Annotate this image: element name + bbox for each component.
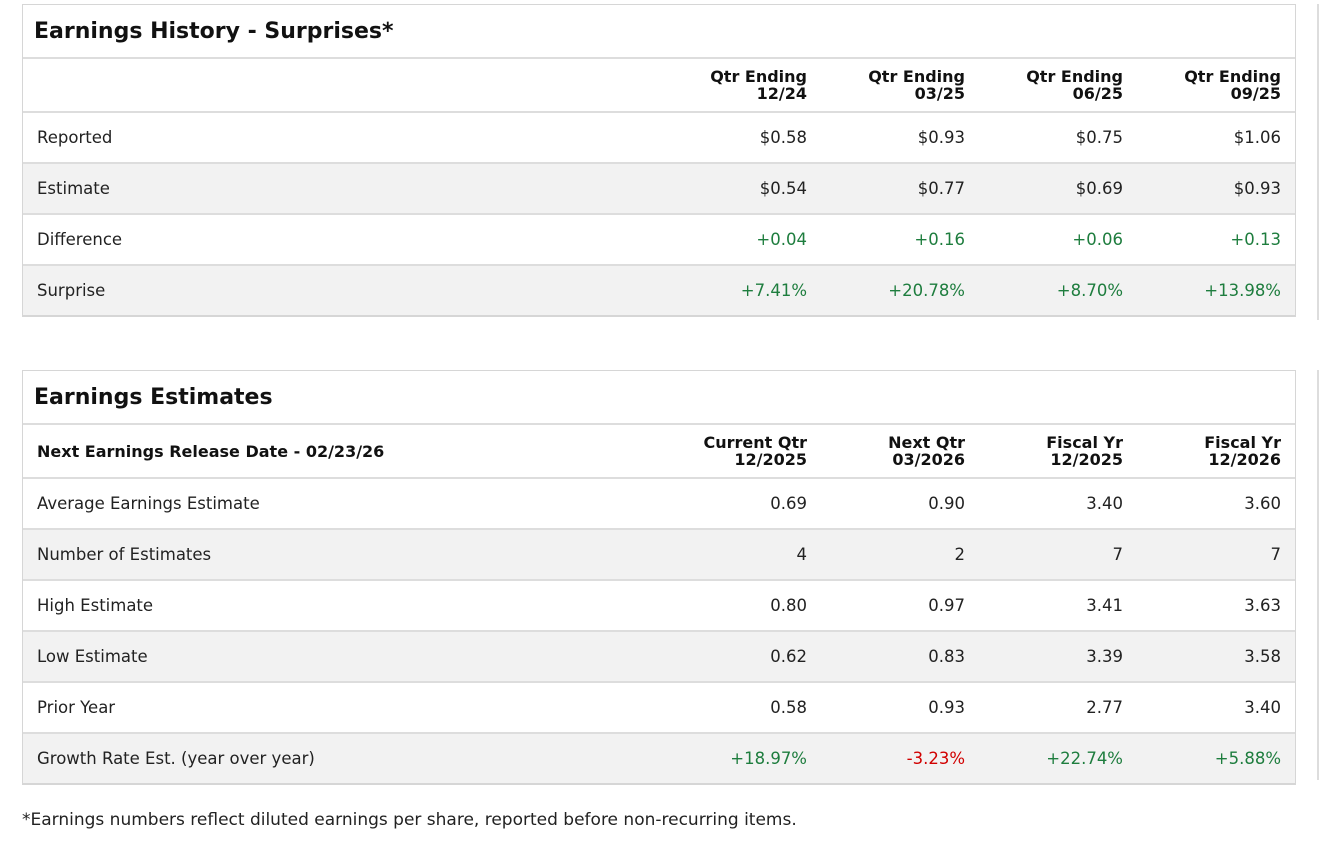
- cell-value: $0.69: [979, 162, 1137, 214]
- column-header: Qtr Ending 03/25: [821, 59, 979, 112]
- row-label: Average Earnings Estimate: [23, 477, 663, 529]
- row-label: Prior Year: [23, 681, 663, 733]
- column-header-line: Fiscal Yr: [1204, 433, 1281, 452]
- cell-value: $0.75: [979, 111, 1137, 163]
- table-row: High Estimate 0.80 0.97 3.41 3.63: [23, 579, 1295, 631]
- cell-value: 2: [821, 528, 979, 580]
- cell-value: 0.93: [821, 681, 979, 733]
- column-header-line: Current Qtr: [703, 433, 807, 452]
- column-header-line: Qtr Ending: [710, 67, 807, 86]
- footnote: *Earnings numbers reflect diluted earnin…: [22, 810, 797, 830]
- table-row: Surprise +7.41% +20.78% +8.70% +13.98%: [23, 264, 1295, 315]
- table-row: Estimate $0.54 $0.77 $0.69 $0.93: [23, 162, 1295, 214]
- cell-value: 3.63: [1137, 579, 1295, 631]
- column-header-line: 12/2025: [1050, 450, 1123, 469]
- header-label: [23, 59, 663, 112]
- earnings-estimates-table: Next Earnings Release Date - 02/23/26 Cur…: [23, 425, 1295, 783]
- column-header: Current Qtr 12/2025: [663, 425, 821, 478]
- table-row: Low Estimate 0.62 0.83 3.39 3.58: [23, 630, 1295, 682]
- column-header-line: Qtr Ending: [1184, 67, 1281, 86]
- panel-title: Earnings Estimates: [23, 371, 1295, 425]
- cell-value: 7: [1137, 528, 1295, 580]
- cell-value: 7: [979, 528, 1137, 580]
- cell-value: 0.97: [821, 579, 979, 631]
- column-header-line: 09/25: [1230, 84, 1281, 103]
- column-header: Qtr Ending 06/25: [979, 59, 1137, 112]
- column-header-line: Qtr Ending: [868, 67, 965, 86]
- cell-value: +22.74%: [979, 732, 1137, 783]
- column-header: Qtr Ending 12/24: [663, 59, 821, 112]
- cell-value: 2.77: [979, 681, 1137, 733]
- table-row: Growth Rate Est. (year over year) +18.97%…: [23, 732, 1295, 783]
- cell-value: 4: [663, 528, 821, 580]
- cell-value: 0.83: [821, 630, 979, 682]
- cell-value: $0.58: [663, 111, 821, 163]
- cell-value: $0.93: [1137, 162, 1295, 214]
- column-header-line: 12/2025: [734, 450, 807, 469]
- cell-value: 3.41: [979, 579, 1137, 631]
- column-header-line: 03/25: [914, 84, 965, 103]
- earnings-history-table: Qtr Ending 12/24 Qtr Ending 03/25 Qtr Ending…: [23, 59, 1295, 315]
- cell-value: +13.98%: [1137, 264, 1295, 315]
- cell-value: 3.58: [1137, 630, 1295, 682]
- table-row: Average Earnings Estimate 0.69 0.90 3.40 3.6…: [23, 477, 1295, 529]
- cell-value: 0.62: [663, 630, 821, 682]
- cell-value: +0.04: [663, 213, 821, 265]
- column-header-line: 12/24: [756, 84, 807, 103]
- cell-value: $0.77: [821, 162, 979, 214]
- table-row: Difference +0.04 +0.16 +0.06 +0.13: [23, 213, 1295, 265]
- column-header: Fiscal Yr 12/2025: [979, 425, 1137, 478]
- row-label: Number of Estimates: [23, 528, 663, 580]
- cell-value: 3.40: [1137, 681, 1295, 733]
- cell-value: +18.97%: [663, 732, 821, 783]
- cell-value: 0.58: [663, 681, 821, 733]
- row-label: Growth Rate Est. (year over year): [23, 732, 663, 783]
- cell-value: $0.93: [821, 111, 979, 163]
- row-label: Reported: [23, 111, 663, 163]
- cell-value: $1.06: [1137, 111, 1295, 163]
- row-label: High Estimate: [23, 579, 663, 631]
- cell-value: +0.16: [821, 213, 979, 265]
- earnings-estimates-panel: Earnings Estimates Next Earnings Release…: [22, 370, 1296, 785]
- cell-value: 3.39: [979, 630, 1137, 682]
- cell-value: +8.70%: [979, 264, 1137, 315]
- cell-value: +0.06: [979, 213, 1137, 265]
- cell-value: -3.23%: [821, 732, 979, 783]
- cell-value: 0.80: [663, 579, 821, 631]
- column-header-line: Next Qtr: [888, 433, 965, 452]
- row-label: Low Estimate: [23, 630, 663, 682]
- row-label: Surprise: [23, 264, 663, 315]
- table-row: Number of Estimates 4 2 7 7: [23, 528, 1295, 580]
- cell-value: +7.41%: [663, 264, 821, 315]
- table-row: Prior Year 0.58 0.93 2.77 3.40: [23, 681, 1295, 733]
- table-row: Reported $0.58 $0.93 $0.75 $1.06: [23, 111, 1295, 163]
- column-header-line: 03/2026: [892, 450, 965, 469]
- earnings-history-panel: Earnings History - Surprises* Qtr Ending…: [22, 4, 1296, 317]
- cell-value: +0.13: [1137, 213, 1295, 265]
- panel-title: Earnings History - Surprises*: [23, 5, 1295, 59]
- cell-value: +5.88%: [1137, 732, 1295, 783]
- column-header-line: 06/25: [1072, 84, 1123, 103]
- cell-value: $0.54: [663, 162, 821, 214]
- adjacent-panel-edge: [1317, 4, 1319, 320]
- column-header-line: Fiscal Yr: [1046, 433, 1123, 452]
- column-header: Qtr Ending 09/25: [1137, 59, 1295, 112]
- column-header: Fiscal Yr 12/2026: [1137, 425, 1295, 478]
- cell-value: 3.60: [1137, 477, 1295, 529]
- cell-value: 3.40: [979, 477, 1137, 529]
- column-header: Next Qtr 03/2026: [821, 425, 979, 478]
- adjacent-panel-edge: [1317, 370, 1319, 780]
- cell-value: 0.90: [821, 477, 979, 529]
- cell-value: 0.69: [663, 477, 821, 529]
- cell-value: +20.78%: [821, 264, 979, 315]
- row-label: Difference: [23, 213, 663, 265]
- next-release-date: Next Earnings Release Date - 02/23/26: [37, 441, 385, 461]
- row-label: Estimate: [23, 162, 663, 214]
- column-header-line: 12/2026: [1208, 450, 1281, 469]
- column-header-line: Qtr Ending: [1026, 67, 1123, 86]
